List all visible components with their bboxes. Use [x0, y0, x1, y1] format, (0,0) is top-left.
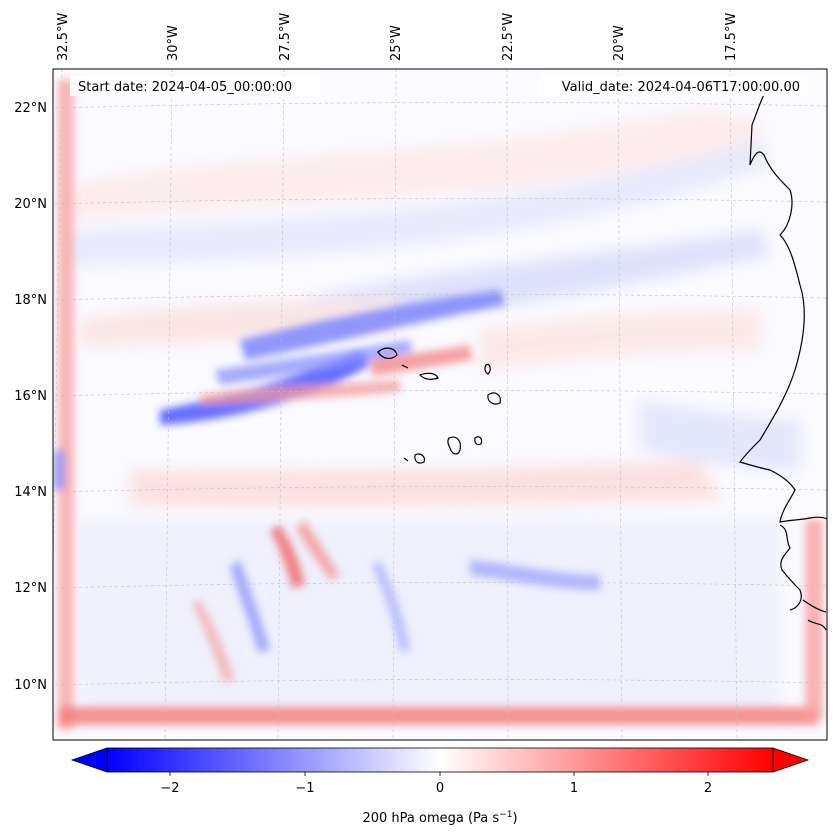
field-band-north-red — [70, 110, 760, 220]
colorbar-tick-label: −2 — [160, 781, 179, 796]
lat-tick-label: 18°N — [14, 293, 47, 308]
lon-tick-label: 17.5°W — [724, 13, 739, 61]
colorbar-extend-low — [70, 747, 108, 773]
map-frame — [52, 68, 828, 741]
colorbar: −2 −1 0 1 2 200 hPa omega (Pa s−1) — [70, 747, 810, 826]
lon-tick-label: 32.5°W — [56, 13, 71, 61]
field-cell-south-red-2 — [296, 520, 340, 580]
graticule — [53, 69, 827, 740]
grid-lon-17-5 — [729, 69, 738, 740]
colorbar-tick-label: −1 — [295, 781, 314, 796]
lon-tick-label: 30°W — [166, 25, 181, 61]
colorbar-tick-label: 0 — [436, 781, 444, 796]
lat-tick-label: 20°N — [14, 197, 47, 212]
lon-tick-labels: 32.5°W 30°W 27.5°W 25°W 22.5°W 20°W 17.5… — [56, 13, 739, 61]
field-band-15n-east-blue — [640, 400, 800, 470]
field-core-upward-band — [240, 290, 505, 360]
island-boa-vista — [487, 392, 501, 405]
lon-tick-label: 27.5°W — [278, 13, 293, 61]
coastlines — [377, 84, 827, 631]
field-core-upward-mid — [215, 340, 412, 385]
grid-lon-20 — [617, 69, 623, 740]
valid-date-label: Valid_date: 2024-04-06T17:00:00.00 — [562, 80, 800, 95]
guinea-coast — [802, 599, 827, 631]
island-brava — [403, 457, 409, 462]
colorbar-label: 200 hPa omega (Pa s−1) — [362, 810, 517, 826]
valid-date-box — [538, 76, 808, 96]
field-southern-mottle — [80, 520, 780, 720]
lon-tick-label: 22.5°W — [501, 13, 516, 61]
field-east-boundary — [805, 520, 823, 720]
colorbar-label-sup: −1 — [499, 810, 512, 820]
omega-field — [53, 80, 823, 730]
island-fogo — [414, 453, 426, 464]
info-labels: Start date: 2024-04-05_00:00:00 Valid_da… — [70, 76, 808, 96]
colorbar-label-main: 200 hPa omega (Pa s — [362, 811, 499, 826]
lat-tick-labels: 22°N 20°N 18°N 16°N 14°N 12°N 10°N — [14, 101, 47, 693]
colorbar-body — [107, 748, 773, 772]
lat-tick-label: 14°N — [14, 485, 47, 500]
grid-lat-20 — [54, 198, 827, 205]
island-sao-nicolau — [418, 372, 439, 380]
field-west-edge-blue — [53, 450, 65, 490]
lon-tick-label: 20°W — [612, 25, 627, 61]
field-band-17n-east-red — [480, 310, 760, 370]
island-santo-antao — [377, 347, 398, 359]
grid-lat-22 — [54, 102, 827, 109]
field-core-downward-islands — [370, 345, 472, 376]
island-santiago — [447, 436, 461, 455]
grid-lat-12 — [54, 582, 827, 589]
lat-tick-label: 10°N — [14, 678, 47, 693]
field-south-boundary — [58, 707, 818, 725]
colorbar-tick-label: 1 — [570, 781, 578, 796]
island-maio — [474, 436, 483, 446]
field-core-downward-mid — [200, 380, 400, 405]
grid-lon-22-5 — [506, 69, 509, 740]
colorbar-extend-high — [772, 747, 810, 773]
grid-lat-18 — [54, 294, 827, 301]
start-date-label: Start date: 2024-04-05_00:00:00 — [78, 80, 292, 95]
field-cell-south-blue-1 — [230, 560, 270, 652]
africa-coast — [739, 84, 827, 523]
grid-lon-25 — [392, 69, 397, 740]
field-west-boundary — [58, 80, 74, 730]
island-sao-vicente — [401, 364, 409, 369]
guinea-bissau-coast — [779, 524, 802, 611]
lat-tick-label: 16°N — [14, 389, 47, 404]
lat-tick-label: 22°N — [14, 101, 47, 116]
grid-lat-10 — [54, 679, 827, 686]
field-band-14n-red — [130, 460, 720, 508]
lon-tick-label: 25°W — [389, 25, 404, 61]
grid-lat-14 — [54, 486, 827, 493]
start-date-box — [70, 76, 320, 96]
grid-lon-30 — [164, 69, 173, 740]
grid-lat-16 — [54, 390, 827, 397]
field-cell-south-red-1 — [270, 525, 305, 588]
grid-lon-27-5 — [277, 69, 285, 740]
colorbar-tick-label: 2 — [704, 781, 712, 796]
colorbar-label-end: ) — [512, 811, 517, 826]
field-band-20n-blue — [70, 140, 770, 265]
island-sal — [484, 363, 491, 375]
field-cell-south-red-3 — [192, 600, 235, 683]
lat-tick-label: 12°N — [14, 581, 47, 596]
map-panel — [52, 68, 828, 741]
